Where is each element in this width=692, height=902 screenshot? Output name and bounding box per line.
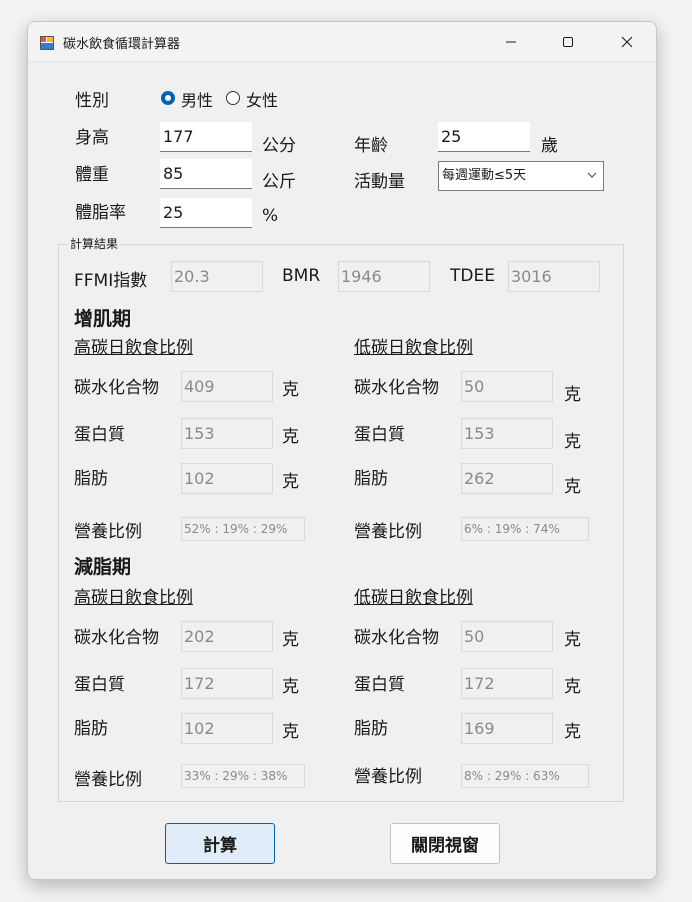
tdee-label: TDEE (450, 266, 495, 286)
chevron-down-icon (587, 172, 597, 178)
cut-low-ratio-value: 8% : 29% : 63% (461, 764, 589, 788)
cut-low-fat-value: 169 (461, 713, 553, 744)
bulk-high-fat-value: 102 (181, 463, 273, 494)
bulk-high-protein-unit: 克 (282, 427, 299, 447)
bulk-low-protein-label: 蛋白質 (354, 425, 405, 445)
gender-label: 性別 (75, 91, 109, 111)
cut-low-carb-value: 50 (461, 621, 553, 652)
bulk-high-ratio-value: 52% : 19% : 29% (181, 517, 305, 541)
desktop-background (0, 880, 692, 902)
cut-high-carb-label: 碳水化合物 (74, 628, 159, 648)
close-dialog-button[interactable]: 關閉視窗 (390, 823, 500, 864)
bulk-low-fat-label: 脂肪 (354, 469, 388, 489)
bulk-low-carb-title: 低碳日飲食比例 (354, 338, 473, 358)
bulk-high-ratio-label: 營養比例 (74, 522, 142, 542)
cut-low-protein-unit: 克 (564, 677, 581, 697)
height-label: 身高 (75, 128, 109, 148)
cut-high-protein-label: 蛋白質 (74, 675, 125, 695)
weight-unit: 公斤 (262, 172, 296, 192)
cut-high-carb-unit: 克 (282, 630, 299, 650)
minimize-icon (506, 41, 516, 42)
bmr-label: BMR (282, 266, 321, 286)
bulk-low-carb-value: 50 (461, 371, 553, 402)
bodyfat-label: 體脂率 (75, 203, 126, 223)
bulk-low-carb-unit: 克 (564, 385, 581, 405)
bulk-high-protein-label: 蛋白質 (74, 425, 125, 445)
app-icon (40, 35, 54, 50)
cut-phase-title: 減脂期 (74, 556, 132, 578)
activity-select[interactable]: 每週運動≤5天 (438, 161, 604, 191)
cut-low-carb-label: 碳水化合物 (354, 628, 439, 648)
activity-select-value: 每週運動≤5天 (442, 168, 527, 183)
cut-high-ratio-value: 33% : 29% : 38% (181, 764, 305, 788)
ffmi-value: 20.3 (171, 261, 263, 292)
age-unit: 歲 (541, 136, 558, 156)
bulk-low-ratio-value: 6% : 19% : 74% (461, 517, 589, 541)
title-bar[interactable]: 碳水飲食循環計算器 (28, 22, 656, 62)
maximize-button[interactable] (545, 22, 591, 61)
gender-male-radio[interactable] (161, 91, 175, 105)
gender-female-label[interactable]: 女性 (246, 91, 279, 110)
cut-high-fat-unit: 克 (282, 722, 299, 742)
tdee-value: 3016 (508, 261, 600, 292)
cut-high-carb-title: 高碳日飲食比例 (74, 588, 193, 608)
age-label: 年齡 (354, 136, 388, 156)
bodyfat-unit: % (262, 206, 279, 226)
gender-male-label[interactable]: 男性 (181, 91, 214, 110)
bulk-high-protein-value: 153 (181, 418, 273, 449)
bulk-phase-title: 增肌期 (74, 308, 132, 330)
bulk-high-fat-unit: 克 (282, 472, 299, 492)
cut-low-fat-label: 脂肪 (354, 719, 388, 739)
close-window-button[interactable] (604, 22, 650, 61)
bulk-low-fat-value: 262 (461, 463, 553, 494)
cut-low-carb-unit: 克 (564, 630, 581, 650)
cut-high-fat-value: 102 (181, 713, 273, 744)
maximize-icon (563, 36, 573, 47)
cut-low-ratio-label: 營養比例 (354, 767, 422, 787)
height-unit: 公分 (262, 136, 296, 156)
bulk-low-carb-label: 碳水化合物 (354, 378, 439, 398)
bulk-high-carb-value: 409 (181, 371, 273, 402)
weight-label: 體重 (75, 165, 109, 185)
bulk-low-ratio-label: 營養比例 (354, 522, 422, 542)
cut-low-carb-title: 低碳日飲食比例 (354, 588, 473, 608)
cut-high-ratio-label: 營養比例 (74, 770, 142, 790)
bulk-high-fat-label: 脂肪 (74, 469, 108, 489)
cut-low-protein-label: 蛋白質 (354, 675, 405, 695)
app-window: 碳水飲食循環計算器 性別 男性 女性 身高 177 公分 年齡 25 歲 體重 … (27, 21, 657, 880)
gender-female-radio[interactable] (226, 91, 240, 105)
bulk-high-carb-title: 高碳日飲食比例 (74, 338, 193, 358)
activity-label: 活動量 (354, 172, 405, 192)
minimize-button[interactable] (488, 22, 534, 61)
cut-high-carb-value: 202 (181, 621, 273, 652)
close-icon (621, 36, 633, 47)
bulk-low-protein-value: 153 (461, 418, 553, 449)
ffmi-label: FFMI指數 (74, 271, 148, 291)
bmr-value: 1946 (338, 261, 430, 292)
bulk-high-carb-label: 碳水化合物 (74, 378, 159, 398)
cut-high-fat-label: 脂肪 (74, 719, 108, 739)
results-group-title: 計算結果 (68, 235, 121, 252)
window-title: 碳水飲食循環計算器 (63, 37, 181, 52)
age-input[interactable]: 25 (438, 122, 530, 152)
height-input[interactable]: 177 (160, 122, 252, 152)
cut-high-protein-unit: 克 (282, 677, 299, 697)
cut-low-fat-unit: 克 (564, 722, 581, 742)
weight-input[interactable]: 85 (160, 159, 252, 189)
results-group (58, 244, 624, 802)
bodyfat-input[interactable]: 25 (160, 198, 252, 228)
calculate-button[interactable]: 計算 (165, 823, 275, 864)
bulk-low-fat-unit: 克 (564, 477, 581, 497)
bulk-high-carb-unit: 克 (282, 380, 299, 400)
cut-low-protein-value: 172 (461, 668, 553, 699)
bulk-low-protein-unit: 克 (564, 432, 581, 452)
cut-high-protein-value: 172 (181, 668, 273, 699)
